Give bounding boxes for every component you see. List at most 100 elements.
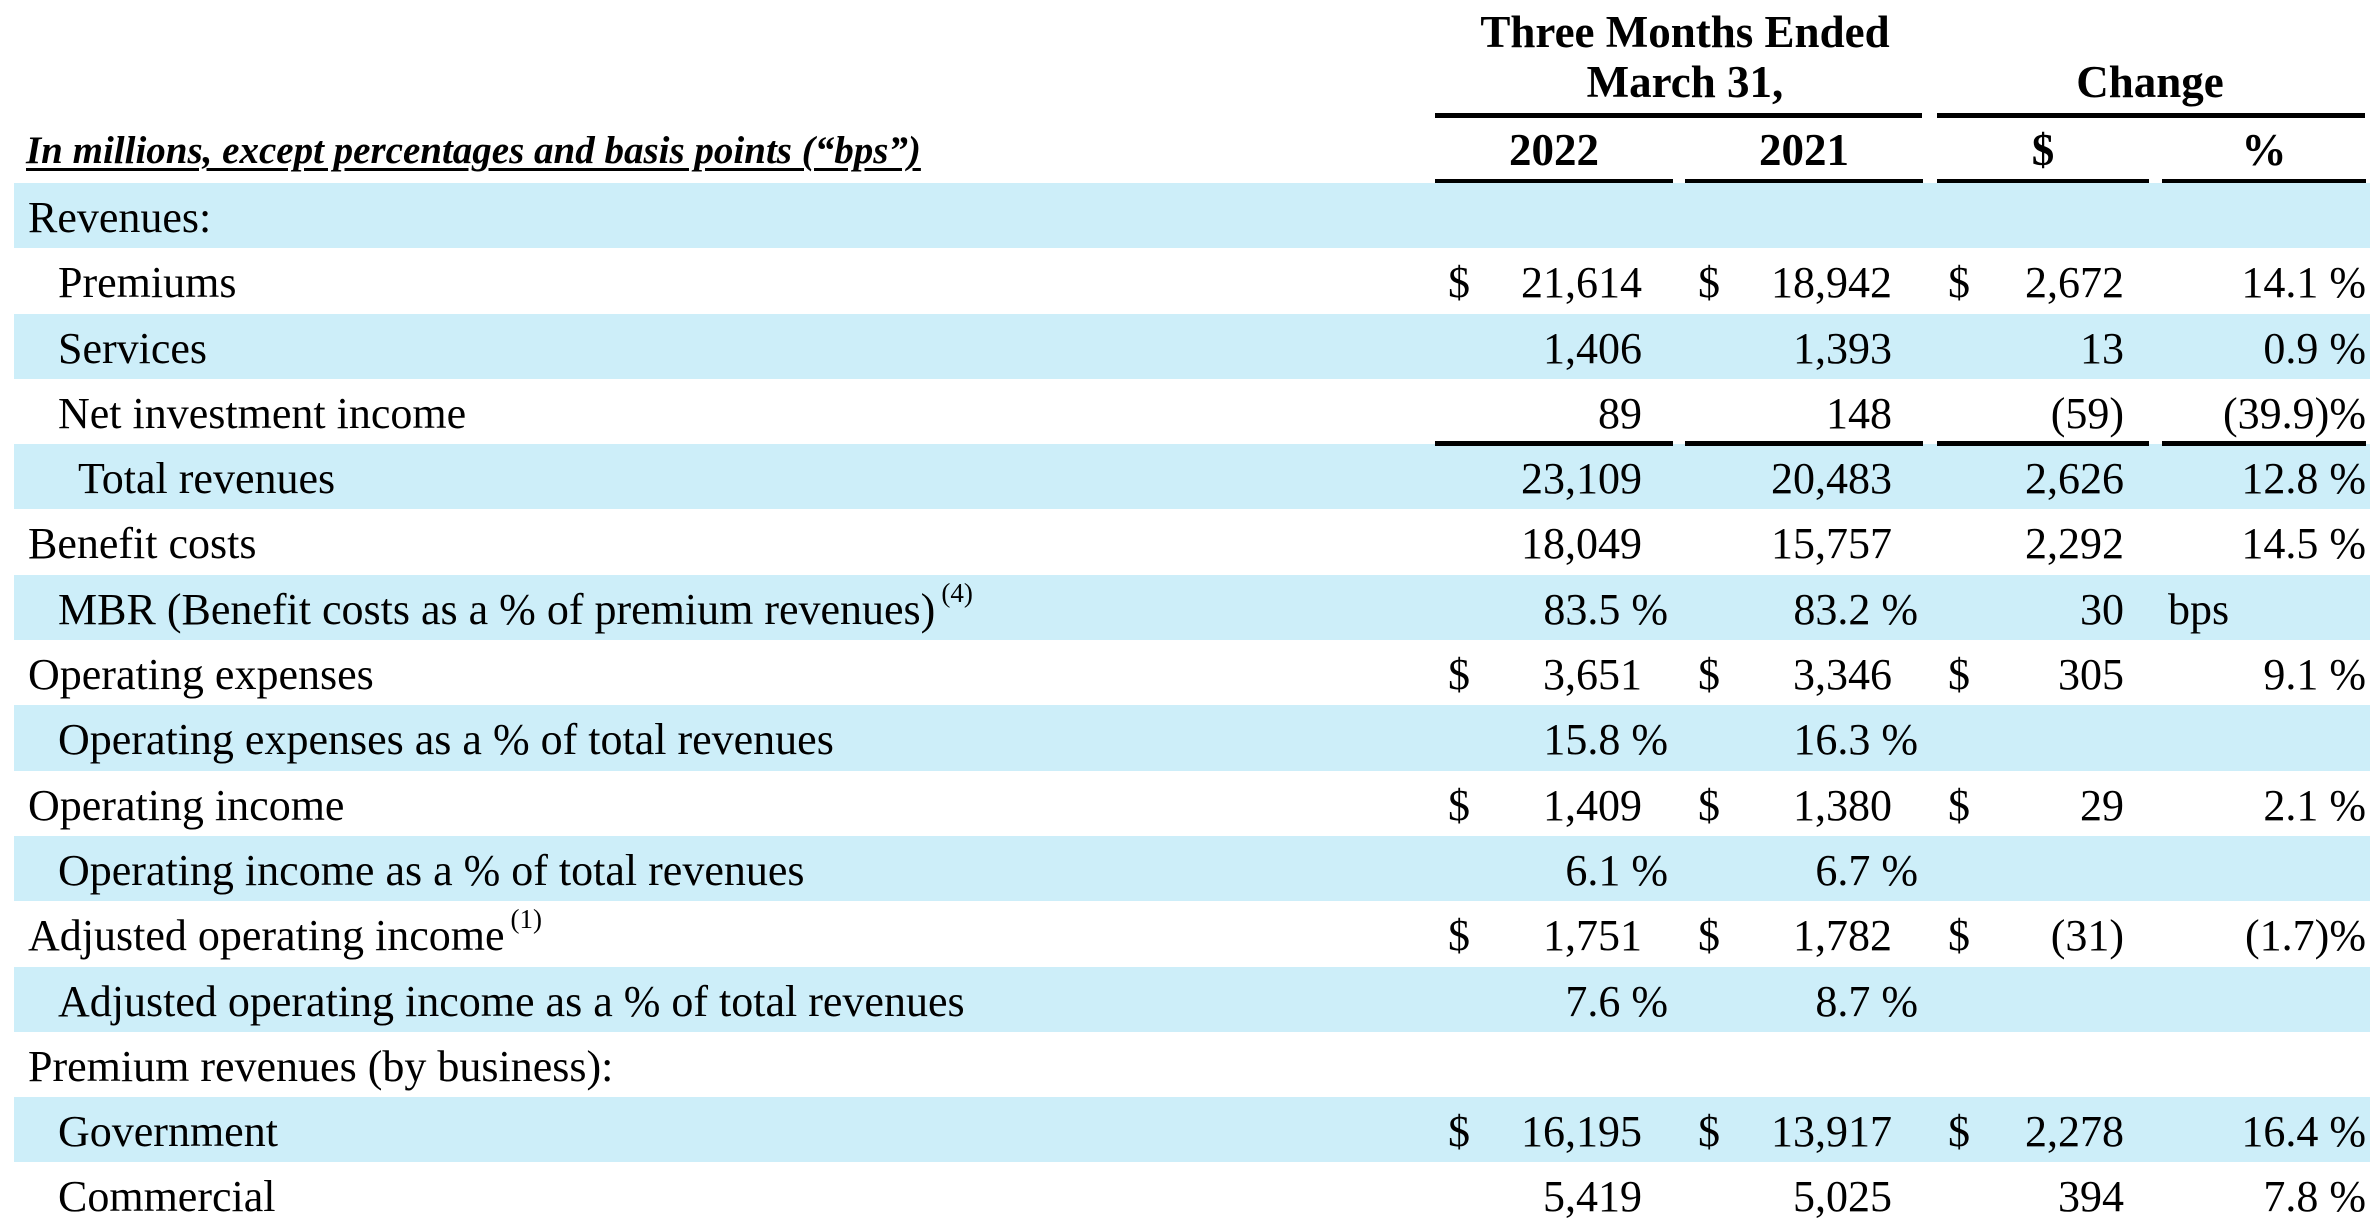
value-2021: 8.7 %: [1815, 976, 1918, 1026]
dollar-sign-2021: $: [1698, 780, 1720, 830]
change-pct: [2160, 705, 2366, 770]
col-header-change-pct: %: [2241, 125, 2287, 175]
change-dollar: (59): [2050, 388, 2124, 438]
change-dollar: [1940, 705, 2124, 770]
row-label: Government: [58, 1097, 278, 1162]
change-dollar: 394: [2058, 1172, 2124, 1222]
table-row: MBR (Benefit costs as a % of premium rev…: [0, 574, 2380, 641]
table-row: Operating expenses $3,651 $3,346 $305 9.1 %: [0, 640, 2380, 705]
col-header-2021: 2021: [1759, 125, 1849, 175]
dollar-sign-2022: $: [1448, 650, 1470, 700]
dollar-sign-change: $: [1948, 1107, 1970, 1157]
row-label-text: Net investment income: [58, 388, 467, 438]
col-header-change-dollar: $: [2031, 125, 2055, 175]
change-dollar: 29: [2080, 780, 2124, 830]
change-dollar: 2,672: [2025, 258, 2124, 308]
row-label: Premium revenues (by business):: [28, 1032, 613, 1097]
value-2022: 3,651: [1543, 650, 1642, 700]
col-rule-2021: [1685, 179, 1923, 184]
row-label: Benefit costs: [28, 509, 257, 574]
subtotal-rule: [1685, 441, 1923, 447]
row-label: Commercial: [58, 1162, 276, 1227]
value-2022: 89: [1598, 388, 1642, 438]
change-dollar: 2,626: [2025, 454, 2124, 504]
row-label-text: Operating expenses as a % of total reven…: [58, 715, 834, 765]
change-pct: 16.4 %: [2241, 1107, 2366, 1157]
row-label-text: Services: [58, 323, 208, 373]
row-label: Operating expenses as a % of total reven…: [58, 705, 834, 770]
value-2022: 1,751: [1543, 911, 1642, 961]
col-rule-change-dollar: [1937, 179, 2149, 184]
row-label: Operating income: [28, 771, 344, 836]
value-2022: 7.6 %: [1565, 976, 1668, 1026]
change-pct: [2160, 836, 2366, 901]
value-2022: 1,409: [1543, 780, 1642, 830]
table-row: Total revenues 23,109 20,483 2,626 12.8 %: [0, 441, 2380, 510]
change-pct: 7.8 %: [2263, 1172, 2366, 1222]
value-2021: 18,942: [1771, 258, 1892, 308]
change-dollar: (31): [2050, 911, 2124, 961]
row-label-text: MBR (Benefit costs as a % of premium rev…: [58, 584, 936, 634]
row-label-text: Operating income as a % of total revenue…: [58, 845, 805, 895]
table-row: Benefit costs 18,049 15,757 2,292 14.5 %: [0, 509, 2380, 574]
table-row: Commercial 5,419 5,025 394 7.8 %: [0, 1162, 2380, 1227]
subtotal-rule: [2162, 441, 2366, 447]
dollar-sign-change: $: [1948, 911, 1970, 961]
table-row: Government $16,195 $13,917 $2,278 16.4 %: [0, 1097, 2380, 1163]
dollar-sign-2022: $: [1448, 258, 1470, 308]
row-label-text: Premiums: [58, 258, 237, 308]
value-2022: 15.8 %: [1543, 715, 1668, 765]
row-label: Operating income as a % of total revenue…: [58, 836, 805, 901]
value-2022: 83.5 %: [1543, 584, 1668, 634]
change-pct: 14.5 %: [2241, 519, 2366, 569]
value-2021: 83.2 %: [1793, 584, 1918, 634]
dollar-sign-2022: $: [1448, 911, 1470, 961]
change-pct: [2160, 1032, 2366, 1097]
change-pct: [2160, 183, 2366, 248]
change-header: Change: [2076, 57, 2224, 107]
change-header-rule: [1937, 113, 2365, 118]
row-label-text: Operating income: [28, 780, 345, 830]
table-caption: In millions, except percentages and basi…: [26, 129, 921, 172]
subtotal-rule: [1435, 441, 1673, 447]
period-header-line1: Three Months Ended: [1480, 7, 1890, 57]
value-2021: 13,917: [1771, 1107, 1892, 1157]
change-pct: (1.7)%: [2245, 911, 2366, 961]
row-label-text: Government: [58, 1107, 278, 1157]
table-row: Operating income as a % of total revenue…: [0, 835, 2380, 902]
row-label: Services: [58, 314, 207, 379]
value-2021: 1,380: [1793, 780, 1892, 830]
table-row: Net investment income 89 148 (59) (39.9)%: [0, 379, 2380, 444]
value-2022: 5,419: [1543, 1172, 1642, 1222]
table-row: Operating expenses as a % of total reven…: [0, 705, 2380, 771]
value-2021: 6.7 %: [1815, 845, 1918, 895]
row-label-text: Adjusted operating income as a % of tota…: [58, 976, 965, 1026]
value-2021: 148: [1826, 388, 1892, 438]
change-pct: 12.8 %: [2241, 454, 2366, 504]
value-2021: [1690, 1032, 1892, 1097]
table-body: Revenues: Premiums $21,614 $18,942 $2,672 14.…: [0, 183, 2380, 1228]
dollar-sign-change: $: [1948, 780, 1970, 830]
row-label-text: Revenues:: [28, 193, 212, 242]
value-2022: [1440, 183, 1642, 248]
row-label: Adjusted operating income as a % of tota…: [58, 967, 965, 1032]
table-row: Operating income $1,409 $1,380 $29 2.1 %: [0, 771, 2380, 836]
col-rule-change-pct: [2162, 179, 2366, 184]
row-label-text: Adjusted operating income: [28, 911, 505, 961]
subtotal-rule: [1937, 441, 2149, 447]
dollar-sign-change: $: [1948, 650, 1970, 700]
row-label: Total revenues: [78, 444, 335, 509]
row-label: Net investment income: [58, 379, 466, 444]
table-row: Adjusted operating income as a % of tota…: [0, 966, 2380, 1033]
row-label-text: Operating expenses: [28, 650, 374, 700]
value-2021: 15,757: [1771, 519, 1892, 569]
change-pct: 0.9 %: [2263, 323, 2366, 373]
change-dollar: 30: [2080, 584, 2124, 634]
col-rule-2022: [1435, 179, 1673, 184]
change-dollar: [1940, 836, 2124, 901]
value-2022: 18,049: [1521, 519, 1642, 569]
change-pct: (39.9)%: [2223, 388, 2366, 438]
value-2022: 16,195: [1521, 1107, 1642, 1157]
change-pct: bps: [2168, 584, 2230, 634]
